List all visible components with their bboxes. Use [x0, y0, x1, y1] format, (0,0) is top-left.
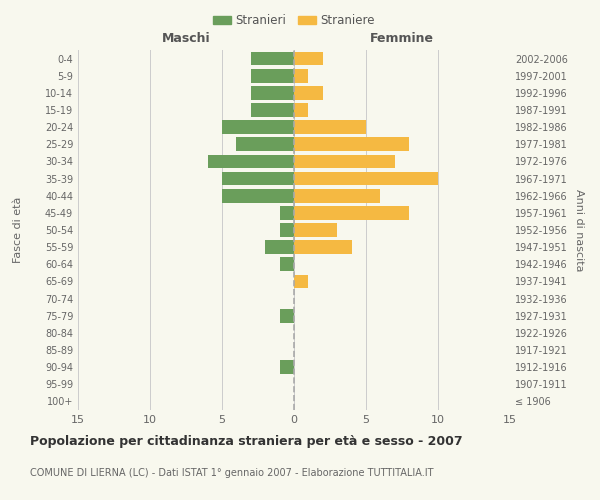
Text: Maschi: Maschi [161, 32, 211, 45]
Bar [294, 120, 366, 134]
Bar [280, 206, 294, 220]
Bar [222, 172, 294, 185]
Bar [294, 69, 308, 82]
Bar [294, 172, 438, 185]
Bar [208, 154, 294, 168]
Bar [294, 154, 395, 168]
Bar [294, 189, 380, 202]
Bar [280, 223, 294, 237]
Bar [294, 138, 409, 151]
Bar [294, 86, 323, 100]
Text: COMUNE DI LIERNA (LC) - Dati ISTAT 1° gennaio 2007 - Elaborazione TUTTITALIA.IT: COMUNE DI LIERNA (LC) - Dati ISTAT 1° ge… [30, 468, 433, 477]
Text: Fasce di età: Fasce di età [13, 197, 23, 263]
Bar [280, 309, 294, 322]
Text: Popolazione per cittadinanza straniera per età e sesso - 2007: Popolazione per cittadinanza straniera p… [30, 435, 463, 448]
Bar [294, 274, 308, 288]
Bar [251, 103, 294, 117]
Bar [251, 69, 294, 82]
Bar [265, 240, 294, 254]
Bar [294, 206, 409, 220]
Bar [294, 240, 352, 254]
Bar [294, 223, 337, 237]
Bar [222, 120, 294, 134]
Bar [222, 189, 294, 202]
Bar [294, 52, 323, 66]
Bar [280, 258, 294, 271]
Text: Anni di nascita: Anni di nascita [574, 188, 584, 271]
Legend: Stranieri, Straniere: Stranieri, Straniere [208, 9, 380, 32]
Text: Femmine: Femmine [370, 32, 434, 45]
Bar [251, 86, 294, 100]
Bar [280, 360, 294, 374]
Bar [236, 138, 294, 151]
Bar [251, 52, 294, 66]
Bar [294, 103, 308, 117]
